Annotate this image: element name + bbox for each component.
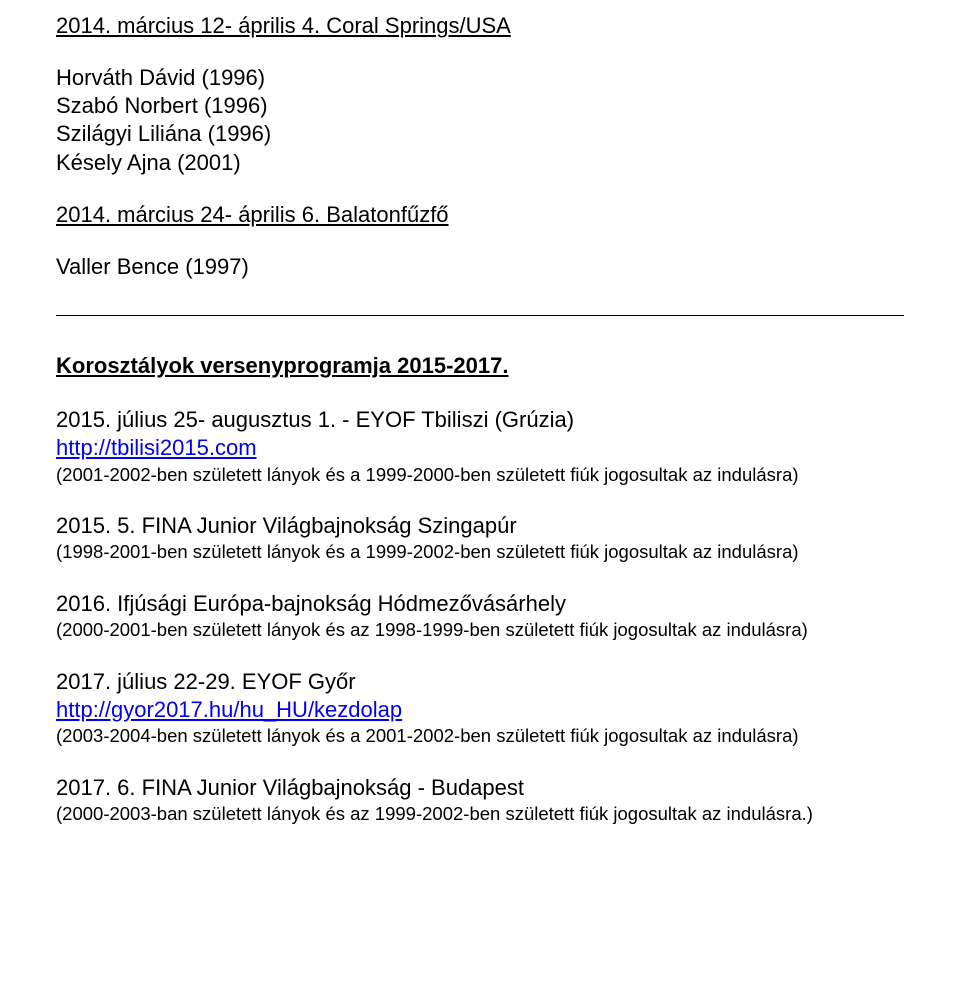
program-event-link[interactable]: http://gyor2017.hu/hu_HU/kezdolap — [56, 697, 402, 722]
event-heading: 2014. március 24- április 6. Balatonfűzf… — [56, 201, 904, 229]
program-event-title: 2017. július 22-29. EYOF Győr — [56, 668, 904, 696]
program-event-link[interactable]: http://tbilisi2015.com — [56, 435, 257, 460]
program-event-note: (2001-2002-ben született lányok és a 199… — [56, 463, 904, 487]
participant: Késely Ajna (2001) — [56, 149, 904, 177]
program-event-note: (2000-2003-ban született lányok és az 19… — [56, 802, 904, 826]
section-title: Korosztályok versenyprogramja 2015-2017. — [56, 352, 904, 380]
program-event-note: (1998-2001-ben született lányok és a 199… — [56, 540, 904, 564]
program-event-title: 2015. július 25- augusztus 1. - EYOF Tbi… — [56, 406, 904, 434]
divider — [56, 315, 904, 316]
program-event-title: 2017. 6. FINA Junior Világbajnokság - Bu… — [56, 774, 904, 802]
document-page: 2014. március 12- április 4. Coral Sprin… — [0, 0, 960, 999]
event-heading: 2014. március 12- április 4. Coral Sprin… — [56, 12, 904, 40]
participant: Szilágyi Liliána (1996) — [56, 120, 904, 148]
program-event-title: 2016. Ifjúsági Európa-bajnokság Hódmezőv… — [56, 590, 904, 618]
participant: Horváth Dávid (1996) — [56, 64, 904, 92]
program-event-note: (2003-2004-ben született lányok és a 200… — [56, 724, 904, 748]
program-event-note: (2000-2001-ben született lányok és az 19… — [56, 618, 904, 642]
participant: Szabó Norbert (1996) — [56, 92, 904, 120]
program-event-title: 2015. 5. FINA Junior Világbajnokság Szin… — [56, 512, 904, 540]
participant: Valler Bence (1997) — [56, 253, 904, 281]
